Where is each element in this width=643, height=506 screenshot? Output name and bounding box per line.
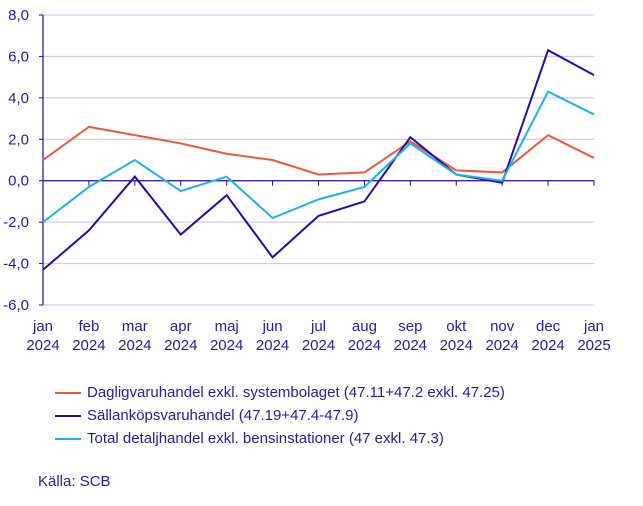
- legend-item-dagligvaruhandel: Dagligvaruhandel exkl. systembolaget (47…: [55, 381, 505, 404]
- legend-swatch: [55, 437, 81, 440]
- x-tick-label-year: 2024: [440, 337, 473, 354]
- x-tick-label-month: jul: [310, 318, 326, 335]
- x-tick-label-year: 2024: [394, 337, 427, 354]
- y-tick-label: 2,0: [8, 131, 29, 148]
- x-tick-label-year: 2025: [577, 337, 610, 354]
- x-tick-label-month: mar: [122, 318, 148, 335]
- line-chart: 8,06,04,02,00,0-2,0-4,0-6,0jan2024feb202…: [3, 7, 611, 354]
- x-tick-label-year: 2024: [26, 337, 59, 354]
- legend-label: Dagligvaruhandel exkl. systembolaget (47…: [87, 384, 505, 401]
- y-tick-label: -2,0: [3, 214, 29, 231]
- legend-swatch: [55, 391, 81, 394]
- y-tick-label: 8,0: [8, 7, 29, 24]
- source-note: Källa: SCB: [38, 473, 111, 490]
- legend: Dagligvaruhandel exkl. systembolaget (47…: [55, 381, 505, 450]
- series-line-1: [42, 48, 595, 271]
- x-tick-label-month: jun: [262, 318, 283, 335]
- y-tick-label: 0,0: [8, 173, 29, 190]
- x-tick-label-month: aug: [352, 318, 377, 335]
- x-tick-label-month: okt: [446, 318, 467, 335]
- legend-label: Sällanköpsvaruhandel (47.19+47.4-47.9): [87, 407, 359, 424]
- legend-item-sallankop: Sällanköpsvaruhandel (47.19+47.4-47.9): [55, 404, 505, 427]
- x-tick-label-year: 2024: [164, 337, 197, 354]
- x-tick-label-year: 2024: [348, 337, 381, 354]
- y-tick-label: 6,0: [8, 48, 29, 65]
- x-tick-label-year: 2024: [118, 337, 151, 354]
- y-tick-label: -4,0: [3, 256, 29, 273]
- x-tick-label-month: feb: [78, 318, 99, 335]
- x-tick-label-year: 2024: [72, 337, 105, 354]
- x-tick-label-month: dec: [536, 318, 561, 335]
- y-tick-label: -6,0: [3, 297, 29, 314]
- x-tick-label-month: maj: [215, 318, 239, 335]
- legend-label: Total detaljhandel exkl. bensinstationer…: [87, 430, 444, 447]
- x-tick-label-month: sep: [398, 318, 422, 335]
- x-tick-label-year: 2024: [302, 337, 335, 354]
- series-line-0: [42, 125, 595, 176]
- x-tick-label-year: 2024: [531, 337, 564, 354]
- x-tick-label-year: 2024: [485, 337, 518, 354]
- legend-item-total: Total detaljhandel exkl. bensinstationer…: [55, 427, 505, 450]
- legend-swatch: [55, 414, 81, 417]
- series-line-2: [42, 90, 595, 223]
- x-tick-label-year: 2024: [256, 337, 289, 354]
- y-tick-label: 4,0: [8, 90, 29, 107]
- x-tick-label-month: jan: [583, 318, 604, 335]
- x-tick-label-month: apr: [170, 318, 192, 335]
- x-tick-label-year: 2024: [210, 337, 243, 354]
- x-tick-label-month: nov: [490, 318, 515, 335]
- x-tick-label-month: jan: [32, 318, 53, 335]
